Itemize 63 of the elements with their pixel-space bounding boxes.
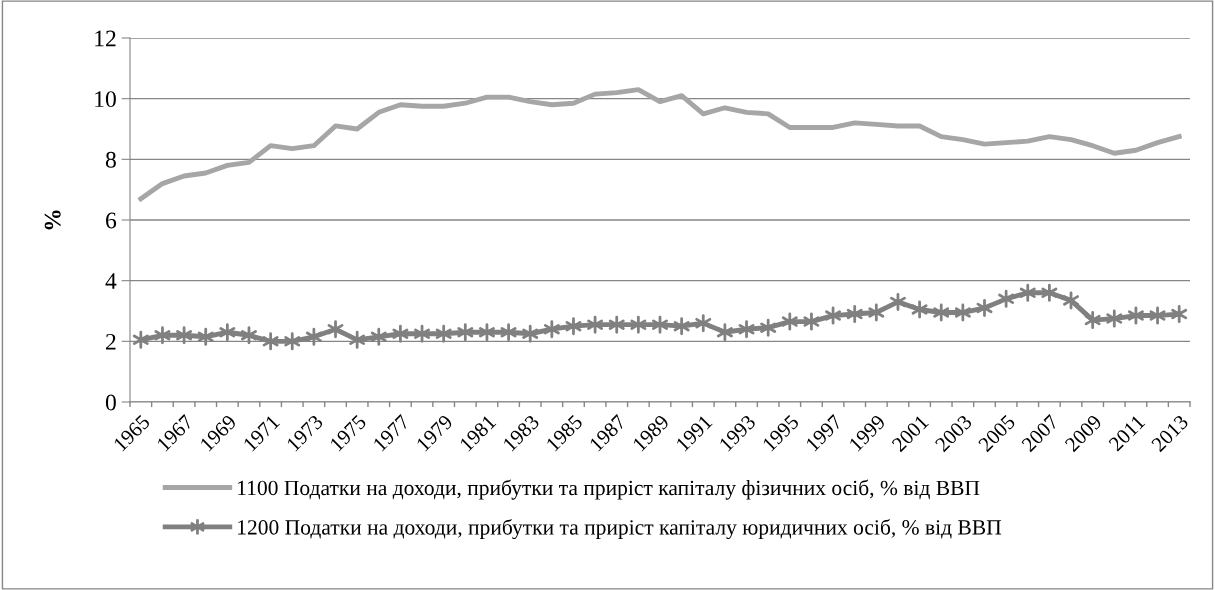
point xyxy=(370,327,387,346)
x-tick-label: 1973 xyxy=(286,414,324,452)
legend-label: 1100 Податки на доходи, прибутки та приріст капіталу фізичних осіб, % від ВВП xyxy=(238,479,980,500)
point xyxy=(305,327,322,346)
point xyxy=(414,324,431,343)
y-tick-label: 2 xyxy=(106,333,116,350)
point xyxy=(954,303,971,322)
point xyxy=(933,303,950,322)
legend-label: 1200 Податки на доходи, прибутки та приріст капіталу юридичних осіб, % від ВВП xyxy=(238,519,1002,540)
point xyxy=(1084,311,1101,330)
point xyxy=(1149,306,1166,325)
x-tick-label: 1981 xyxy=(459,414,497,452)
point xyxy=(435,324,452,343)
point xyxy=(738,320,755,339)
point xyxy=(716,323,733,342)
point xyxy=(868,303,885,322)
point xyxy=(327,320,344,339)
y-tick-label: 8 xyxy=(105,151,116,168)
point xyxy=(565,317,582,336)
point xyxy=(543,320,560,339)
point xyxy=(825,306,842,325)
point xyxy=(197,327,214,346)
x-tick-label: 1989 xyxy=(632,414,670,452)
point xyxy=(154,326,171,345)
point xyxy=(349,330,366,349)
point xyxy=(522,324,539,343)
point xyxy=(976,298,993,317)
point xyxy=(911,300,928,319)
point xyxy=(781,312,798,331)
point xyxy=(889,292,906,311)
point xyxy=(1019,283,1036,302)
y-tick-label: 0 xyxy=(105,394,116,411)
point xyxy=(219,323,236,342)
point xyxy=(392,324,409,343)
y-tick-label: 12 xyxy=(95,30,116,47)
point xyxy=(673,317,690,336)
point xyxy=(803,312,820,331)
point xyxy=(1063,291,1079,310)
point xyxy=(608,315,625,334)
point xyxy=(587,315,604,334)
point xyxy=(1127,306,1144,325)
point xyxy=(132,330,149,349)
point xyxy=(1106,309,1123,328)
point xyxy=(262,332,279,351)
point xyxy=(1171,305,1188,324)
point xyxy=(457,323,474,342)
y-tick-label: 6 xyxy=(106,212,117,229)
point xyxy=(478,323,495,342)
point xyxy=(1041,283,1058,302)
point xyxy=(241,326,257,345)
point xyxy=(500,323,517,342)
y-tick-label: 10 xyxy=(95,91,116,108)
y-axis-title: % xyxy=(44,210,61,230)
y-tick-label: 4 xyxy=(105,273,117,289)
point xyxy=(695,314,712,333)
point xyxy=(176,326,193,345)
point xyxy=(760,318,777,337)
point xyxy=(846,305,863,324)
point xyxy=(284,332,301,351)
line-series xyxy=(138,87,1182,202)
point xyxy=(998,289,1015,308)
point xyxy=(630,315,647,334)
point xyxy=(652,315,668,334)
